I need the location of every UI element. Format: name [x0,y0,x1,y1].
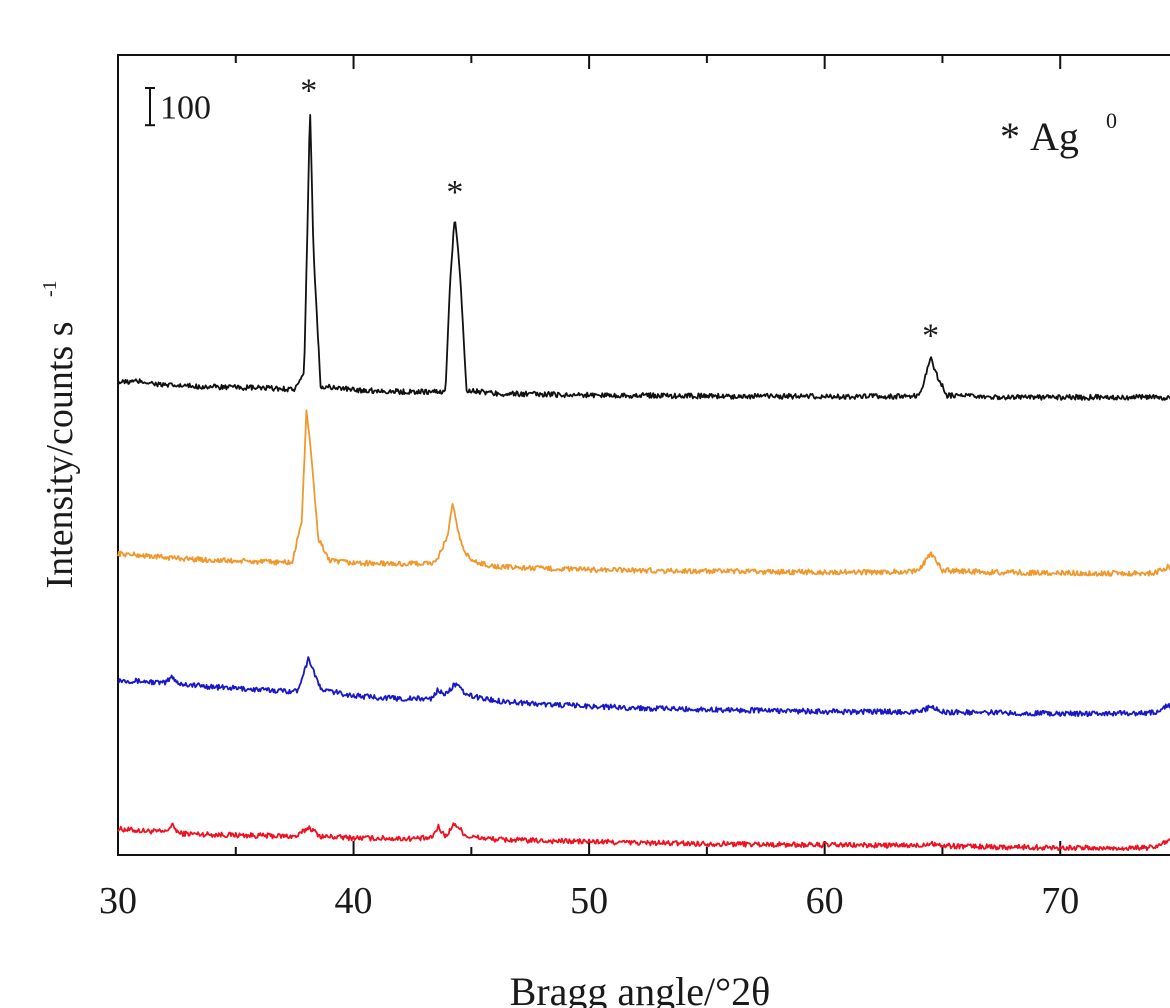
legend-text: Ag [1030,114,1079,159]
peak-markers: * * * [300,72,939,354]
scale-bar-label: 100 [160,90,211,127]
legend: * Ag 0 [1000,108,1117,159]
legend-superscript: 0 [1106,108,1117,133]
x-axis-label: Bragg angle/°2θ [510,969,771,1008]
peak-marker-38.1: * [300,72,317,109]
series-line-4 [117,114,1170,401]
series-line-2 [117,656,1170,718]
peak-marker-44.3: * [446,174,463,211]
series-line-3 [117,409,1170,577]
x-tick-label-60: 60 [806,880,844,922]
y-axis-label: Intensity/counts s -1 [39,280,81,588]
peak-marker-64.5: * [922,317,939,354]
y-axis-label-text: Intensity/counts s [39,321,81,588]
y-axis-label-superscript: -1 [39,280,61,297]
legend-marker: * [1000,114,1020,159]
x-axis-ticks [117,55,1062,855]
series-line-1 [117,822,1170,851]
scale-bar: 100 [145,87,211,127]
plot-frame [117,54,1170,856]
x-tick-label-50: 50 [570,880,608,922]
x-tick-label-40: 40 [335,880,373,922]
x-axis-tick-labels: 30 40 50 60 70 [99,880,1079,922]
x-tick-label-70: 70 [1041,880,1079,922]
series-group [117,114,1170,851]
x-tick-label-30: 30 [99,880,137,922]
